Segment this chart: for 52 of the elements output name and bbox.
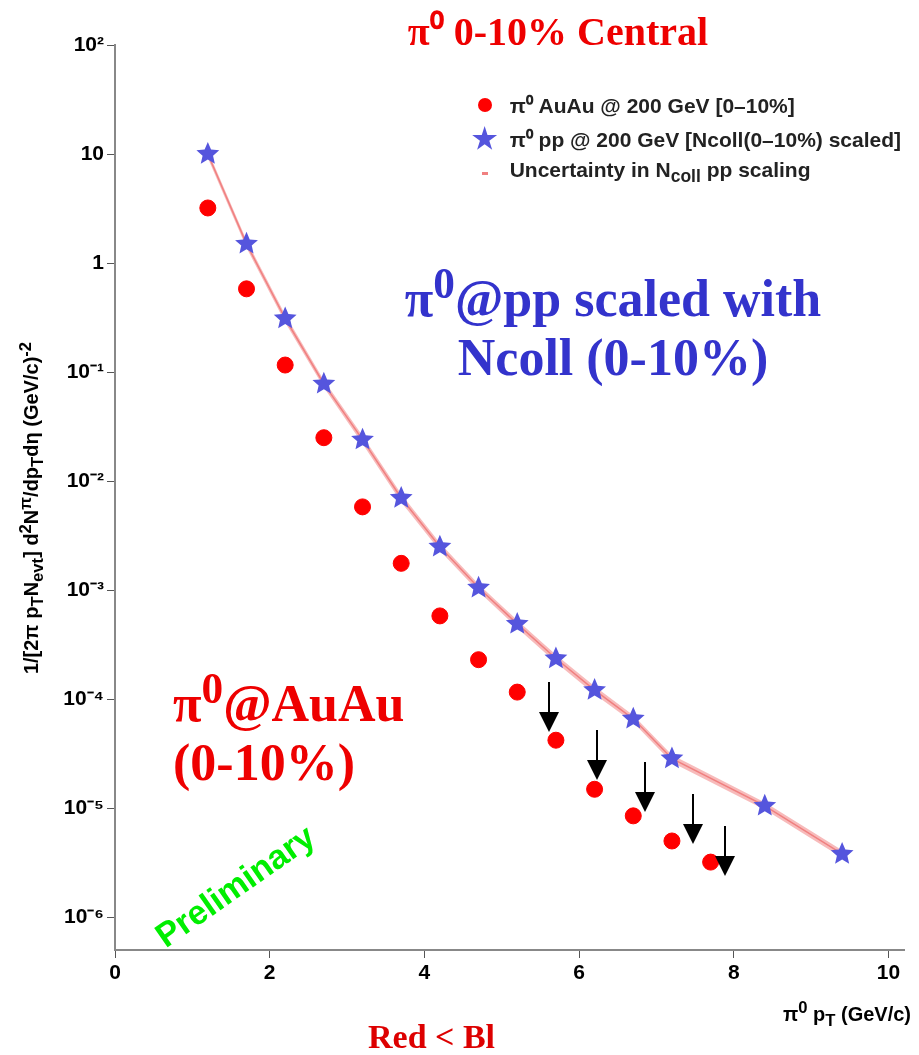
- point: [660, 746, 684, 769]
- point: [273, 306, 297, 329]
- point: [547, 731, 565, 749]
- x-tick-label: 0: [109, 960, 121, 984]
- y-tick-label: 10⁻¹: [66, 358, 104, 382]
- point: [351, 427, 374, 450]
- point: [276, 356, 294, 374]
- point: [508, 683, 526, 701]
- x-tick-label: 8: [727, 960, 740, 984]
- point: [238, 280, 255, 298]
- point: [389, 485, 413, 508]
- point: [753, 793, 777, 816]
- y-tick-label: 10⁻⁶: [63, 903, 104, 927]
- point: [470, 651, 488, 669]
- point: [505, 611, 529, 634]
- point: [621, 706, 645, 729]
- y-tick-label: 10⁻³: [66, 576, 104, 600]
- annotation: π$^{0}$@pp scaled with Ncoll (0-10%): [403, 258, 823, 388]
- point: [196, 142, 220, 164]
- y-tick-label: 10⁻⁴: [63, 685, 104, 709]
- point: [544, 646, 568, 669]
- point: [830, 841, 854, 864]
- point: [428, 534, 452, 557]
- point: [467, 575, 490, 598]
- y-tick-label: 10⁻⁵: [63, 794, 104, 818]
- x-tick-label: 10: [876, 960, 901, 984]
- text: Red < Bl: [368, 1018, 496, 1055]
- point: [315, 429, 333, 447]
- point: [354, 498, 372, 516]
- chart-title: π⁰ 0-10% Central: [406, 8, 710, 56]
- y-tick-label: 10⁻²: [66, 467, 104, 491]
- legend-label: π⁰ AuAu @ 200 GeV [0–10%]: [509, 93, 795, 119]
- y-tick-label: 10²: [73, 31, 104, 55]
- x-tick-label: 4: [418, 960, 431, 984]
- point: [586, 780, 604, 798]
- point: [312, 371, 336, 394]
- legend-label: π⁰ pp @ 200 GeV [Ncoll(0–10%) scaled]: [509, 127, 901, 153]
- legend-label: Uncertainty in N$_{coll}$ pp scaling: [509, 158, 811, 188]
- x-axis-title: π$^{0}$ p$_{T}$ (GeV/c): [782, 998, 911, 1031]
- point: [431, 607, 449, 625]
- y-tick-label: 10: [80, 140, 104, 164]
- x-tick-label: 6: [573, 960, 585, 984]
- x-tick-label: 2: [263, 960, 276, 984]
- point: [702, 853, 720, 871]
- y-tick-label: 1: [92, 249, 105, 273]
- annotation: π$^{0}$@AuAu (0-10%): [173, 663, 406, 793]
- point: [392, 554, 410, 572]
- point: [199, 199, 217, 217]
- point: [235, 231, 258, 254]
- point: [583, 678, 606, 700]
- point: [624, 807, 642, 825]
- point: [663, 832, 681, 850]
